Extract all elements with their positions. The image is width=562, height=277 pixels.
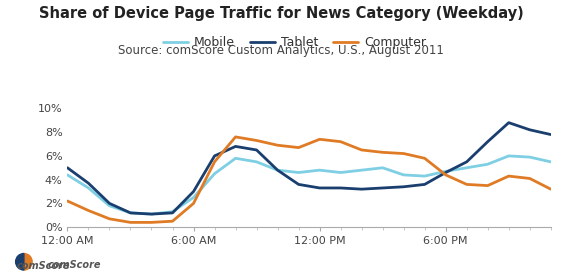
Computer	[253, 139, 260, 142]
Mobile	[484, 163, 491, 166]
Computer	[442, 173, 449, 176]
Mobile	[400, 173, 407, 176]
Wedge shape	[16, 253, 24, 270]
Computer	[190, 202, 197, 205]
Tablet	[484, 140, 491, 143]
Mobile	[232, 157, 239, 160]
Tablet	[169, 211, 176, 215]
Mobile	[64, 173, 71, 176]
Computer	[422, 157, 428, 160]
Mobile	[190, 196, 197, 199]
Mobile	[169, 210, 176, 213]
Wedge shape	[24, 253, 32, 270]
Tablet	[190, 190, 197, 193]
Computer	[64, 199, 71, 203]
Computer	[274, 143, 281, 147]
Computer	[527, 177, 533, 180]
Computer	[127, 221, 134, 224]
Computer	[169, 220, 176, 223]
Mobile	[547, 160, 554, 163]
Tablet	[127, 211, 134, 215]
Computer	[505, 175, 512, 178]
Mobile	[379, 166, 386, 170]
Mobile	[422, 175, 428, 178]
Tablet	[505, 121, 512, 124]
Line: Computer: Computer	[67, 137, 551, 222]
Mobile	[148, 212, 155, 216]
Tablet	[316, 186, 323, 190]
Mobile	[211, 172, 218, 175]
Text: Share of Device Page Traffic for News Category (Weekday): Share of Device Page Traffic for News Ca…	[39, 6, 523, 20]
Legend: Mobile, Tablet, Computer: Mobile, Tablet, Computer	[157, 32, 432, 55]
Mobile	[253, 160, 260, 163]
Tablet	[295, 183, 302, 186]
Tablet	[106, 202, 113, 205]
Tablet	[337, 186, 344, 190]
Computer	[85, 209, 92, 212]
Computer	[232, 135, 239, 138]
Mobile	[337, 171, 344, 174]
Mobile	[505, 154, 512, 158]
Mobile	[106, 204, 113, 207]
Tablet	[274, 168, 281, 172]
Computer	[358, 148, 365, 152]
Computer	[148, 221, 155, 224]
Tablet	[211, 154, 218, 158]
Computer	[295, 146, 302, 149]
Line: Tablet: Tablet	[67, 123, 551, 214]
Computer	[400, 152, 407, 155]
Computer	[337, 140, 344, 143]
Computer	[463, 183, 470, 186]
Tablet	[232, 145, 239, 148]
Mobile	[127, 211, 134, 215]
Line: Mobile: Mobile	[67, 156, 551, 214]
Tablet	[422, 183, 428, 186]
Mobile	[463, 166, 470, 170]
Mobile	[85, 186, 92, 190]
Mobile	[295, 171, 302, 174]
Mobile	[316, 168, 323, 172]
Computer	[484, 184, 491, 187]
Computer	[547, 188, 554, 191]
Tablet	[527, 128, 533, 132]
Computer	[316, 138, 323, 141]
Mobile	[442, 170, 449, 173]
Computer	[211, 160, 218, 163]
Tablet	[253, 148, 260, 152]
Tablet	[148, 212, 155, 216]
Tablet	[64, 166, 71, 170]
Computer	[379, 151, 386, 154]
Text: comScore: comScore	[48, 260, 101, 270]
Text: Source: comScore Custom Analytics, U.S., August 2011: Source: comScore Custom Analytics, U.S.,…	[118, 44, 444, 57]
Mobile	[358, 168, 365, 172]
Tablet	[442, 171, 449, 174]
Mobile	[527, 155, 533, 159]
Tablet	[400, 185, 407, 188]
Tablet	[463, 160, 470, 163]
Tablet	[547, 133, 554, 136]
Computer	[106, 217, 113, 220]
Text: comScore: comScore	[17, 261, 70, 271]
Mobile	[274, 168, 281, 172]
Tablet	[85, 181, 92, 185]
Tablet	[358, 188, 365, 191]
Tablet	[379, 186, 386, 190]
